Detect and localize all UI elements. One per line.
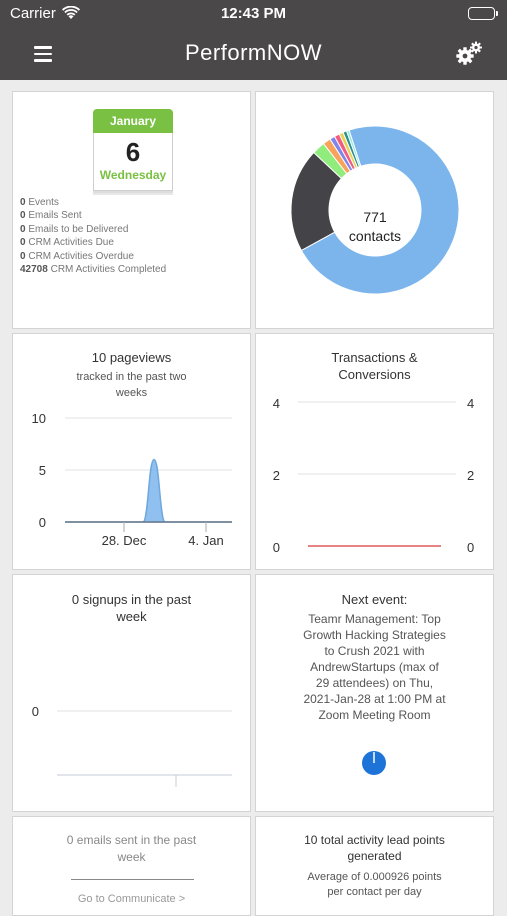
app-title: PerformNOW — [185, 40, 322, 65]
pageviews-title: 10 pageviews — [91, 350, 172, 365]
calendar-widget: January 6 Wednesday — [93, 109, 173, 195]
carrier-label: Carrier — [10, 5, 56, 22]
stat-row: 0 Emails to be Delivered — [20, 223, 129, 235]
y-tick-left: 4 — [273, 396, 280, 411]
summary-card: January 6 Wednesday 0 Events 0 Emails Se… — [12, 91, 251, 329]
loading-spinner-icon — [362, 751, 386, 775]
next-event-line: Growth Hacking Strategies — [303, 628, 446, 642]
y-tick-label: 10 — [32, 411, 46, 426]
calendar-day: 6 — [125, 137, 141, 167]
stat-row: 0 Emails Sent — [20, 210, 82, 222]
y-tick-left: 0 — [273, 540, 280, 555]
pageviews-subtitle-line2: weeks — [115, 387, 148, 399]
x-tick-label: 28. Dec — [102, 533, 147, 548]
contacts-donut-card: 771 contacts — [255, 91, 494, 329]
y-tick-right: 2 — [467, 468, 474, 483]
donut-slice[interactable] — [345, 129, 362, 168]
next-event-line: to Crush 2021 with — [324, 644, 425, 658]
pageviews-card: 10 pageviews tracked in the past two wee… — [12, 333, 251, 570]
calendar-weekday: Wednesday — [99, 168, 167, 182]
emails-card: 0 emails sent in the past week Go to Com… — [12, 816, 251, 916]
stat-row: 42708 CRM Activities Completed — [20, 264, 167, 276]
y-tick-label: 0 — [39, 515, 46, 530]
wifi-icon — [62, 5, 80, 25]
hamburger-menu-icon[interactable] — [34, 46, 52, 62]
transactions-title-line1: Transactions & — [331, 350, 418, 365]
pageviews-area-series — [65, 458, 232, 523]
stat-row: 0 CRM Activities Due — [20, 237, 114, 249]
donut-slice[interactable] — [300, 125, 460, 295]
y-tick-right: 4 — [467, 396, 474, 411]
x-tick-label: 4. Jan — [188, 533, 223, 548]
pageviews-subtitle-line1: tracked in the past two — [76, 371, 187, 383]
lead-points-title-line1: 10 total activity lead points — [304, 833, 445, 847]
go-to-communicate-link[interactable]: Go to Communicate > — [77, 893, 186, 905]
y-tick-label: 0 — [32, 704, 39, 719]
y-tick-label: 5 — [39, 463, 46, 478]
stat-row: 0 CRM Activities Overdue — [20, 250, 134, 262]
transactions-card: Transactions & Conversions 4 2 0 4 2 0 — [255, 333, 494, 570]
emails-title-line2: week — [117, 850, 146, 864]
signups-title-line2: week — [116, 609, 147, 624]
next-event-line: AndrewStartups (max of — [310, 660, 439, 674]
next-event-card: Next event: Teamr Management: Top Growth… — [255, 574, 494, 812]
contacts-donut-chart[interactable]: 771 contacts — [256, 92, 495, 330]
activity-stats-list: 0 Events 0 Emails Sent 0 Emails to be De… — [20, 196, 166, 276]
next-event-line: 29 attendees) on Thu, — [315, 676, 434, 690]
transactions-title-line2: Conversions — [338, 367, 411, 382]
app-header: PerformNOW — [0, 30, 507, 80]
settings-gears-icon[interactable] — [455, 41, 483, 67]
contacts-label: contacts — [349, 228, 401, 244]
lead-points-title-line2: generated — [347, 849, 402, 863]
next-event-line: 2021-Jan-28 at 1:00 PM at — [303, 692, 446, 706]
clock-time: 12:43 PM — [220, 5, 287, 22]
pageviews-chart[interactable]: 10 5 0 28. Dec 4. Jan — [13, 334, 252, 571]
y-tick-left: 2 — [273, 468, 280, 483]
battery-icon — [468, 7, 498, 20]
lead-points-sub-line2: per contact per day — [327, 886, 422, 898]
next-event-line: Teamr Management: Top — [308, 612, 441, 626]
next-event-heading: Next event: — [341, 592, 408, 607]
signups-chart[interactable]: 0 — [13, 575, 252, 813]
next-event-line: Zoom Meeting Room — [318, 708, 431, 722]
calendar-month: January — [93, 109, 173, 133]
signups-card: 0 signups in the past week 0 — [12, 574, 251, 812]
y-tick-right: 0 — [467, 540, 474, 555]
lead-points-card: 10 total activity lead points generated … — [255, 816, 494, 916]
status-bar: Carrier 12:43 PM — [0, 0, 507, 30]
contacts-count: 771 — [363, 209, 387, 225]
transactions-chart[interactable]: 4 2 0 4 2 0 — [256, 334, 495, 571]
signups-title-line1: 0 signups in the past — [71, 592, 192, 607]
stat-row: 0 Events — [20, 197, 59, 208]
divider — [71, 879, 194, 880]
lead-points-sub-line1: Average of 0.000926 points — [307, 871, 442, 883]
emails-title-line1: 0 emails sent in the past — [66, 833, 197, 847]
